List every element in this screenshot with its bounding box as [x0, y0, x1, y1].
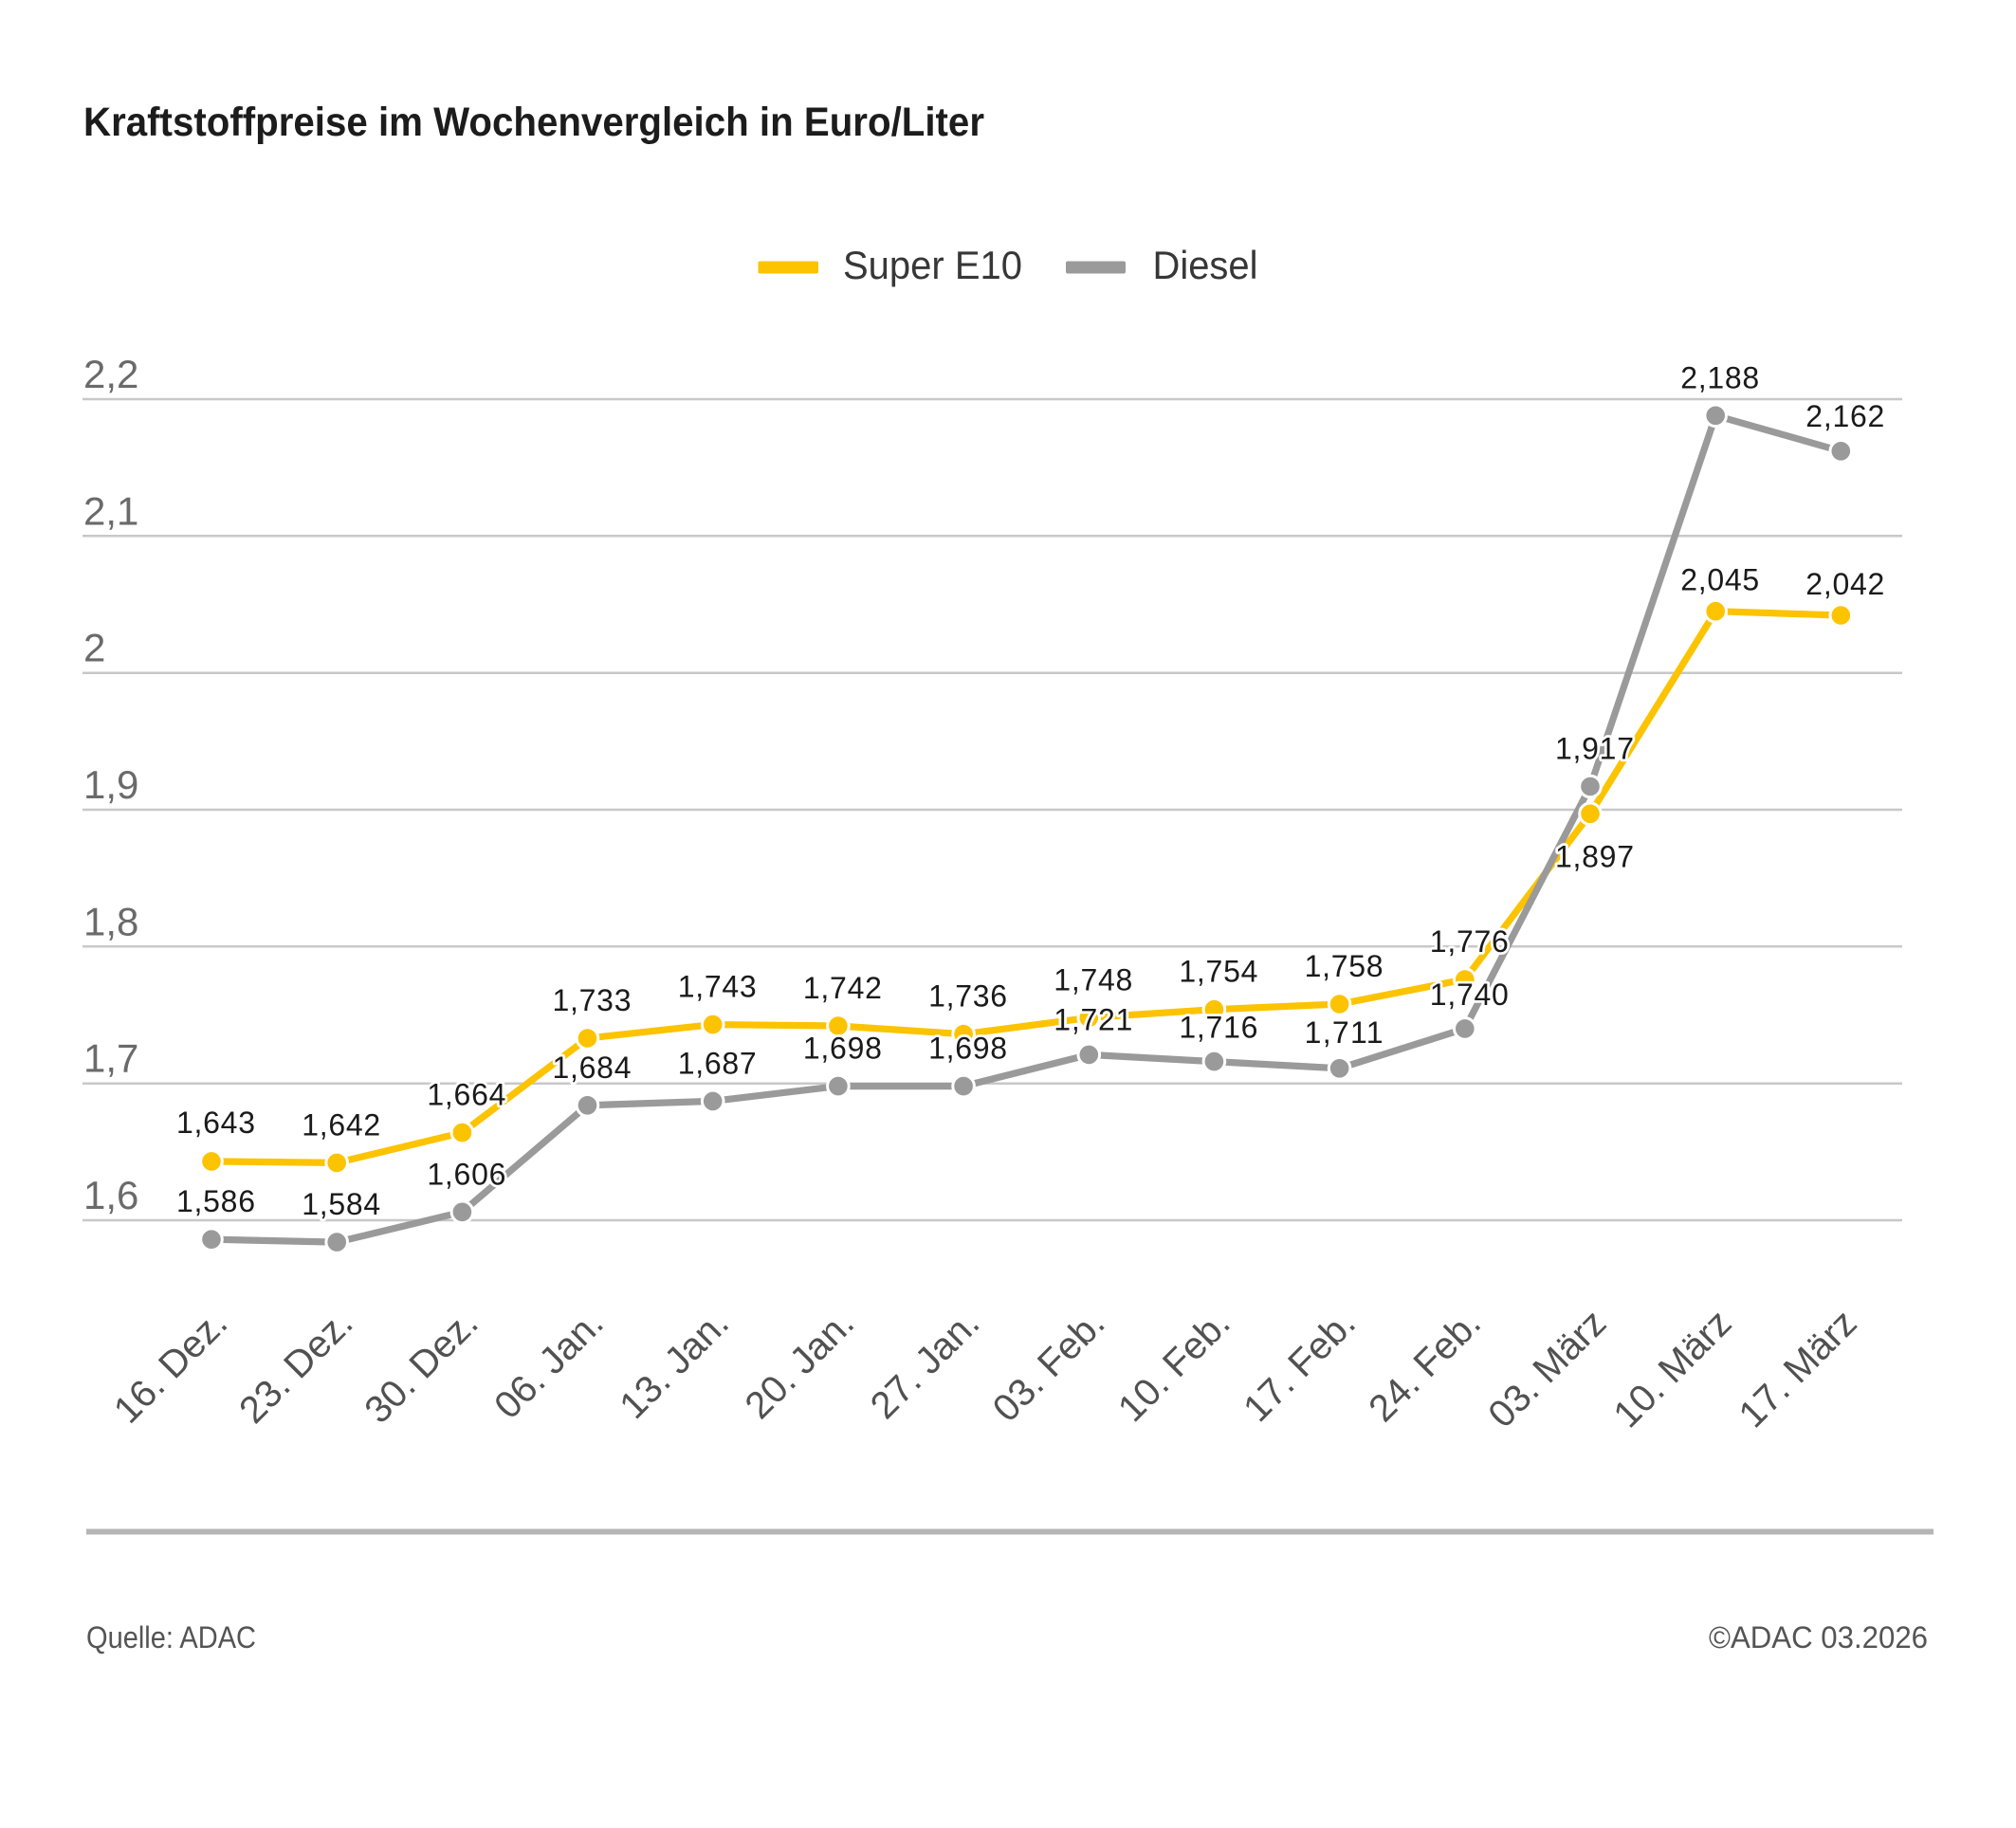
svg-text:Super E10: Super E10 [843, 243, 1022, 287]
svg-text:1,716: 1,716 [1179, 1011, 1257, 1045]
svg-text:1,642: 1,642 [302, 1107, 380, 1142]
svg-text:1,684: 1,684 [553, 1051, 632, 1085]
svg-text:1,740: 1,740 [1430, 978, 1509, 1012]
svg-text:1,742: 1,742 [803, 971, 882, 1005]
svg-text:1,9: 1,9 [83, 762, 138, 807]
svg-text:1,8: 1,8 [83, 899, 138, 943]
svg-text:1,758: 1,758 [1305, 949, 1384, 983]
svg-text:2,042: 2,042 [1805, 567, 1884, 601]
svg-text:1,743: 1,743 [678, 970, 757, 1004]
svg-text:Kraftstoffpreise im Wochenverg: Kraftstoffpreise im Wochenvergleich in E… [83, 100, 984, 145]
svg-text:1,897: 1,897 [1555, 839, 1634, 873]
svg-text:1,736: 1,736 [928, 979, 1007, 1014]
svg-text:1,748: 1,748 [1054, 962, 1132, 996]
svg-text:Quelle: ADAC: Quelle: ADAC [86, 1620, 256, 1654]
svg-text:2,045: 2,045 [1680, 563, 1759, 597]
svg-text:1,698: 1,698 [928, 1032, 1007, 1066]
svg-text:1,664: 1,664 [427, 1078, 505, 1112]
svg-text:1,711: 1,711 [1305, 1015, 1384, 1050]
svg-text:1,6: 1,6 [83, 1173, 138, 1217]
svg-text:1,606: 1,606 [427, 1157, 505, 1191]
svg-text:2,162: 2,162 [1805, 399, 1884, 433]
svg-text:2: 2 [83, 626, 105, 670]
svg-text:1,776: 1,776 [1430, 924, 1509, 959]
svg-text:1,643: 1,643 [176, 1106, 255, 1140]
svg-text:©ADAC 03.2026: ©ADAC 03.2026 [1709, 1620, 1928, 1654]
svg-text:1,698: 1,698 [803, 1032, 882, 1066]
svg-text:Diesel: Diesel [1153, 243, 1258, 287]
svg-text:1,733: 1,733 [553, 983, 632, 1017]
svg-text:2,188: 2,188 [1680, 360, 1759, 394]
svg-text:1,754: 1,754 [1179, 955, 1257, 989]
svg-text:1,586: 1,586 [176, 1184, 255, 1218]
svg-text:1,584: 1,584 [302, 1187, 380, 1221]
svg-text:1,917: 1,917 [1555, 732, 1634, 766]
svg-text:1,687: 1,687 [678, 1046, 757, 1080]
svg-text:2,1: 2,1 [83, 488, 138, 533]
svg-text:1,721: 1,721 [1054, 1002, 1132, 1036]
svg-text:2,2: 2,2 [83, 352, 138, 396]
svg-text:1,7: 1,7 [83, 1036, 138, 1081]
